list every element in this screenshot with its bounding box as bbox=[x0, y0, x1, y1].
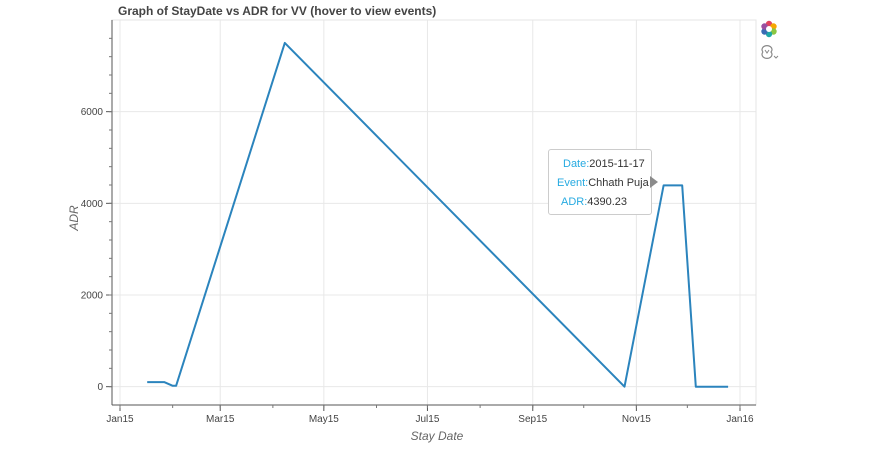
tooltip-date-value: 2015-11-17 bbox=[589, 158, 645, 170]
y-tick-label: 6000 bbox=[81, 107, 104, 118]
y-tick-label: 2000 bbox=[81, 291, 104, 302]
x-axis-ticks: Jan15 Mar15 May15 Jul15 Sep15 Nov15 Jan16 bbox=[106, 405, 754, 425]
hover-tool-icon[interactable] bbox=[760, 44, 779, 62]
y-tick-label: 0 bbox=[97, 382, 103, 393]
hover-tooltip: Date:2015-11-17 Event:Chhath Puja ADR:43… bbox=[548, 149, 652, 215]
chart-title: Graph of StayDate vs ADR for VV (hover t… bbox=[118, 4, 437, 18]
x-tick-label: Nov15 bbox=[622, 414, 651, 425]
y-axis-ticks: 0 2000 4000 6000 bbox=[81, 37, 112, 393]
tooltip-event-label: Event: bbox=[557, 177, 589, 189]
bokeh-logo-icon[interactable] bbox=[760, 20, 778, 38]
tooltip-adr-label: ADR: bbox=[561, 196, 588, 208]
x-tick-label: May15 bbox=[309, 414, 339, 425]
x-tick-label: Sep15 bbox=[518, 414, 547, 425]
tooltip-adr-value: 4390.23 bbox=[587, 196, 628, 208]
chart-toolbar bbox=[760, 20, 780, 68]
grid-lines bbox=[112, 20, 756, 405]
tooltip-pointer bbox=[650, 176, 658, 188]
tooltip-event-value: Chhath Puja bbox=[588, 177, 649, 189]
x-tick-label: Jul15 bbox=[415, 414, 439, 425]
plot-frame bbox=[111, 19, 757, 406]
series-line bbox=[147, 41, 729, 388]
series-layer bbox=[147, 41, 729, 388]
axes bbox=[111, 19, 757, 406]
x-axis-label: Stay Date bbox=[411, 429, 464, 443]
tooltip-date-label: Date: bbox=[563, 158, 590, 170]
x-tick-label: Mar15 bbox=[206, 414, 235, 425]
x-tick-label: Jan16 bbox=[726, 414, 754, 425]
x-tick-label: Jan15 bbox=[106, 414, 134, 425]
y-tick-label: 4000 bbox=[81, 199, 104, 210]
y-axis-label: ADR bbox=[67, 205, 81, 232]
